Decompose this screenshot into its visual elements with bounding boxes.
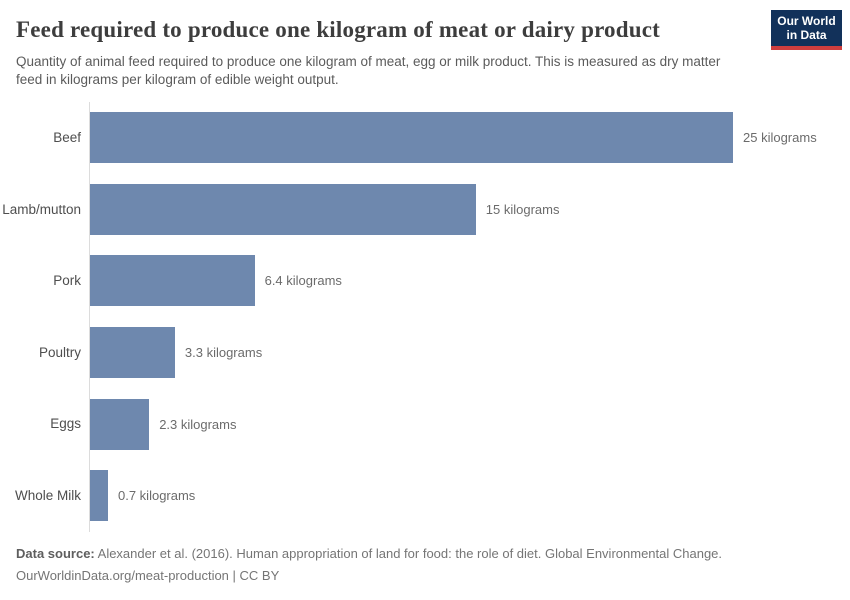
bar-row: Poultry 3.3 kilograms: [0, 316, 850, 389]
bar-row: Eggs 2.3 kilograms: [0, 388, 850, 460]
bar[interactable]: [90, 327, 175, 379]
plot-area: 3.3 kilograms: [89, 316, 850, 389]
data-source-label: Data source:: [16, 546, 95, 561]
plot-area: 0.7 kilograms: [89, 459, 850, 532]
bar-row: Lamb/mutton 15 kilograms: [0, 173, 850, 246]
owid-logo-line2: in Data: [786, 28, 827, 42]
value-label: 2.3 kilograms: [159, 416, 237, 432]
category-label: Lamb/mutton: [2, 201, 81, 217]
owid-logo[interactable]: Our World in Data: [771, 10, 842, 50]
bar[interactable]: [90, 470, 108, 522]
category-label: Whole Milk: [14, 488, 81, 503]
data-source-line: Data source: Alexander et al. (2016). Hu…: [16, 543, 834, 565]
plot-area: 6.4 kilograms: [89, 245, 850, 317]
bar-chart: Beef 25 kilograms Lamb/mutton 15 kilogra…: [0, 102, 850, 532]
value-label: 3.3 kilograms: [184, 345, 263, 361]
bar[interactable]: [90, 255, 255, 307]
value-label: 15 kilograms: [485, 201, 560, 217]
chart-footer: Data source: Alexander et al. (2016). Hu…: [16, 543, 834, 586]
value-label: 25 kilograms: [743, 130, 817, 146]
bar[interactable]: [90, 183, 476, 235]
plot-area: 25 kilograms: [89, 102, 850, 174]
value-label: 6.4 kilograms: [264, 273, 342, 289]
category-label: Pork: [53, 273, 81, 289]
category-label: Beef: [53, 130, 81, 146]
chart-title: Feed required to produce one kilogram of…: [16, 17, 661, 42]
chart-subtitle: Quantity of animal feed required to prod…: [16, 53, 721, 87]
data-source-text: Alexander et al. (2016). Human appropria…: [94, 546, 723, 561]
owid-logo-line1: Our World: [777, 14, 836, 28]
chart-header: Feed required to produce one kilogram of…: [16, 16, 754, 89]
bar-row: Beef 25 kilograms: [0, 102, 850, 174]
bar-row: Pork 6.4 kilograms: [0, 245, 850, 317]
bar-row: Whole Milk 0.7 kilograms: [0, 459, 850, 532]
category-label: Eggs: [50, 416, 81, 432]
category-label: Poultry: [38, 344, 81, 360]
bar[interactable]: [90, 398, 150, 450]
license-line[interactable]: OurWorldinData.org/meat-production | CC …: [16, 567, 280, 583]
value-label: 0.7 kilograms: [118, 488, 196, 504]
plot-area: 15 kilograms: [89, 173, 850, 246]
bar[interactable]: [90, 112, 733, 164]
plot-area: 2.3 kilograms: [89, 388, 850, 460]
